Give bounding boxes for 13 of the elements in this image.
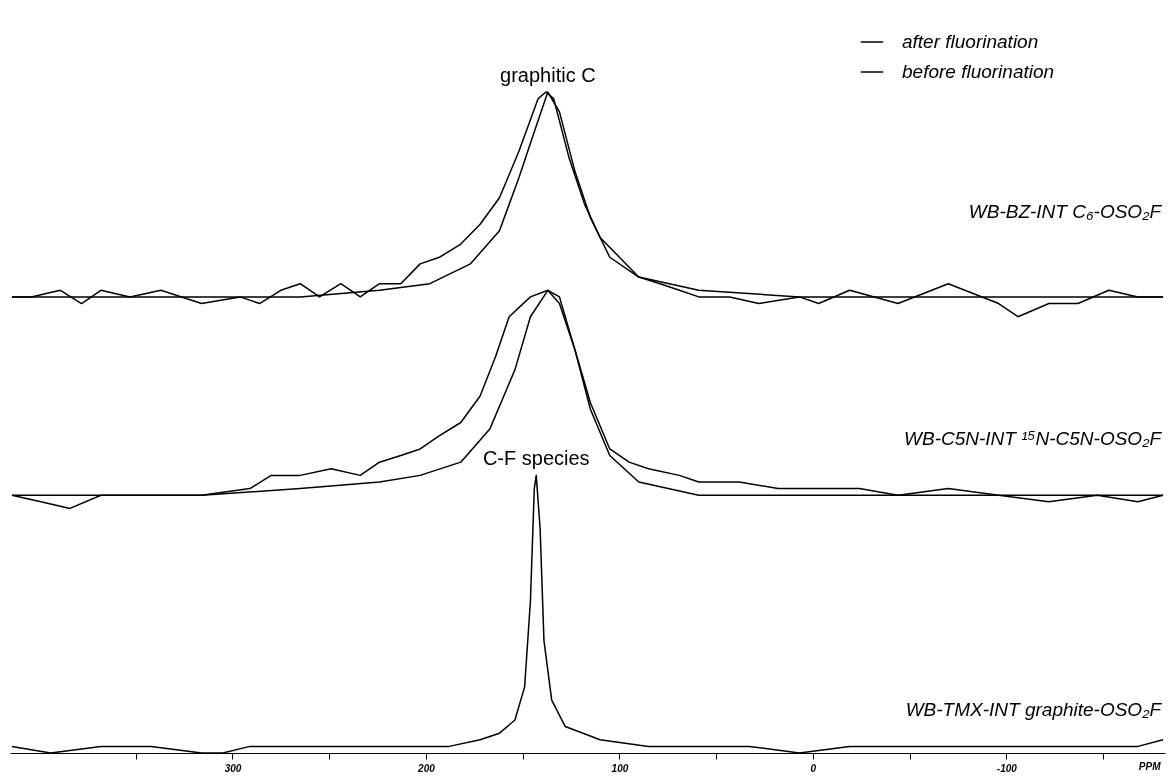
x-tick-label: 200 — [417, 762, 436, 774]
legend-label: before fluorination — [902, 61, 1055, 82]
x-tick-label: -100 — [996, 762, 1018, 774]
x-tick-label: 300 — [224, 762, 242, 774]
annotation: WB-BZ-INT C₆-OSO₂F — [968, 201, 1163, 222]
x-tick-label: 0 — [810, 762, 817, 774]
legend-label: after fluorination — [902, 31, 1039, 52]
annotation: graphitic C — [500, 64, 596, 86]
annotation: C-F species — [482, 447, 590, 470]
x-tick-label: 100 — [611, 762, 629, 774]
x-axis-title: PPM — [1138, 760, 1162, 772]
annotation: WB-TMX-INT graphite-OSO₂F — [905, 699, 1163, 720]
annotation: WB-C5N-INT ¹⁵N-C5N-OSO₂F — [904, 428, 1163, 449]
